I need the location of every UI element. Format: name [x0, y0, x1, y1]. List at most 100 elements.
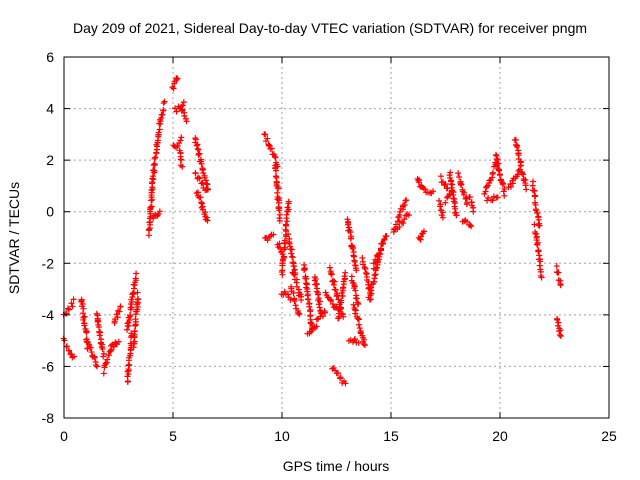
- data-point: [463, 218, 470, 225]
- data-point: [332, 286, 339, 293]
- data-point: [339, 293, 346, 300]
- data-point: [181, 109, 188, 116]
- data-point: [280, 253, 287, 260]
- data-point: [360, 341, 367, 348]
- data-point: [289, 253, 296, 260]
- data-points: [60, 75, 564, 387]
- x-tick-label: 20: [492, 428, 508, 444]
- data-point: [489, 197, 496, 204]
- data-point: [134, 289, 141, 296]
- data-point: [350, 301, 357, 308]
- data-point: [467, 222, 474, 229]
- data-point: [352, 287, 359, 294]
- data-point: [276, 211, 283, 218]
- data-point: [455, 170, 462, 177]
- data-point: [532, 193, 539, 200]
- data-point: [501, 186, 508, 193]
- data-point: [340, 284, 347, 291]
- data-point: [104, 356, 111, 363]
- data-point: [100, 350, 107, 357]
- data-point: [538, 274, 545, 281]
- data-point: [198, 199, 205, 206]
- data-point: [421, 186, 428, 193]
- data-point: [151, 155, 158, 162]
- data-point: [178, 134, 185, 141]
- data-point: [131, 328, 138, 335]
- data-point: [437, 201, 444, 208]
- data-point: [150, 215, 157, 222]
- data-point: [268, 145, 275, 152]
- data-point: [497, 176, 504, 183]
- data-point: [192, 136, 199, 143]
- data-point: [92, 362, 99, 369]
- y-tick-label: 2: [46, 152, 54, 168]
- data-point: [338, 299, 345, 306]
- y-tick-label: -6: [42, 358, 55, 374]
- data-point: [66, 347, 73, 354]
- data-point: [276, 217, 283, 224]
- data-point: [275, 185, 282, 192]
- data-point: [400, 220, 407, 227]
- data-point: [306, 303, 313, 310]
- data-point: [113, 311, 120, 318]
- data-point: [354, 301, 361, 308]
- data-point: [172, 105, 179, 112]
- data-point: [494, 194, 501, 201]
- data-point: [70, 296, 77, 303]
- data-point: [97, 340, 104, 347]
- data-point: [555, 269, 562, 276]
- data-point: [270, 231, 277, 238]
- data-point: [198, 160, 205, 167]
- data-point: [197, 194, 204, 201]
- data-point: [342, 380, 349, 387]
- data-point: [195, 151, 202, 158]
- data-point: [483, 183, 490, 190]
- data-point: [356, 325, 363, 332]
- data-point: [370, 265, 377, 272]
- data-point: [124, 368, 131, 375]
- data-point: [128, 304, 135, 311]
- data-point: [461, 189, 468, 196]
- data-point: [495, 160, 502, 167]
- data-point: [383, 233, 390, 240]
- data-point: [331, 278, 338, 285]
- data-point: [147, 204, 154, 211]
- data-point: [198, 180, 205, 187]
- y-axis-ticks: -8 -6 -4 -2 0 2 4 6: [42, 49, 609, 426]
- data-point: [353, 295, 360, 302]
- data-point: [183, 118, 190, 125]
- data-point: [327, 297, 334, 304]
- data-point: [145, 226, 152, 233]
- data-point: [449, 187, 456, 194]
- data-point: [363, 274, 370, 281]
- y-tick-label: 4: [46, 101, 54, 117]
- data-point: [288, 250, 295, 257]
- data-point: [372, 256, 379, 263]
- data-point: [337, 305, 344, 312]
- data-point: [66, 306, 73, 313]
- data-point: [177, 156, 184, 163]
- data-point: [148, 187, 155, 194]
- data-point: [156, 208, 163, 215]
- data-point: [351, 257, 358, 264]
- y-tick-label: -2: [42, 255, 55, 271]
- data-point: [177, 137, 184, 144]
- data-point: [262, 131, 269, 138]
- data-point: [376, 251, 383, 258]
- data-point: [390, 228, 397, 235]
- data-point: [366, 296, 373, 303]
- data-point: [517, 162, 524, 169]
- data-point: [155, 210, 162, 217]
- data-point: [347, 235, 354, 242]
- data-point: [466, 193, 473, 200]
- data-point: [174, 75, 181, 82]
- data-point: [180, 99, 187, 106]
- data-point: [345, 220, 352, 227]
- data-point: [117, 303, 124, 310]
- data-point: [326, 264, 333, 271]
- data-point: [87, 344, 94, 351]
- data-point: [156, 126, 163, 133]
- data-point: [174, 142, 181, 149]
- data-point: [439, 214, 446, 221]
